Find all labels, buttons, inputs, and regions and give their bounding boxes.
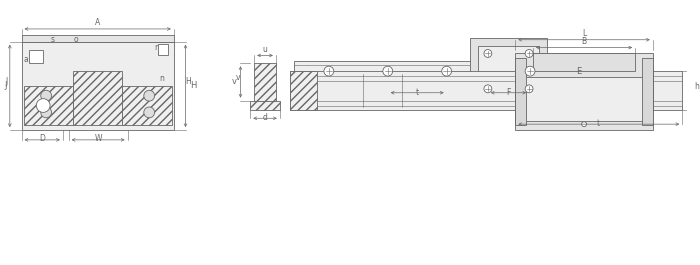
Text: s: s (51, 35, 55, 44)
Bar (524, 77, 644, 121)
Text: o: o (74, 35, 78, 44)
Circle shape (484, 50, 492, 58)
Text: H: H (190, 81, 197, 90)
Circle shape (484, 85, 492, 93)
Circle shape (525, 66, 535, 76)
Bar (22, 35, 174, 42)
Bar (290, 71, 317, 111)
Text: J: J (4, 81, 7, 90)
Text: d: d (262, 113, 267, 122)
Bar (251, 101, 280, 111)
Bar (642, 58, 653, 125)
Bar (122, 86, 172, 125)
Circle shape (383, 66, 393, 76)
Circle shape (442, 66, 452, 76)
Bar (254, 63, 276, 101)
Bar (478, 46, 539, 97)
Text: t: t (416, 88, 419, 97)
Text: u: u (262, 45, 267, 54)
Circle shape (36, 99, 50, 112)
Bar (29, 50, 43, 63)
Text: H: H (186, 77, 191, 86)
Circle shape (525, 85, 533, 93)
Circle shape (324, 66, 334, 76)
Bar (158, 44, 168, 55)
Text: E: E (576, 67, 582, 76)
Circle shape (41, 90, 52, 101)
Bar (290, 71, 682, 111)
Bar (73, 71, 122, 125)
Text: A: A (95, 19, 100, 28)
Text: r: r (155, 43, 158, 52)
Circle shape (525, 50, 533, 58)
Bar (295, 61, 564, 81)
Text: v: v (235, 73, 240, 82)
Circle shape (144, 107, 155, 118)
Text: h: h (699, 86, 700, 95)
Text: D: D (39, 134, 45, 143)
Bar (515, 58, 526, 125)
Circle shape (582, 122, 587, 127)
Text: t: t (597, 119, 601, 127)
Text: L: L (582, 29, 586, 38)
Text: F: F (506, 88, 511, 97)
Text: J: J (6, 77, 8, 86)
Text: v: v (232, 77, 237, 86)
Bar (515, 54, 653, 130)
Bar (470, 38, 547, 104)
Text: B: B (582, 37, 587, 46)
Circle shape (41, 107, 52, 118)
Bar (24, 86, 73, 125)
Text: h: h (694, 82, 699, 91)
Bar (533, 54, 635, 71)
Text: n: n (160, 73, 164, 82)
Circle shape (144, 90, 155, 101)
Bar (22, 42, 174, 130)
Text: W: W (94, 134, 102, 143)
Text: a: a (23, 55, 28, 64)
